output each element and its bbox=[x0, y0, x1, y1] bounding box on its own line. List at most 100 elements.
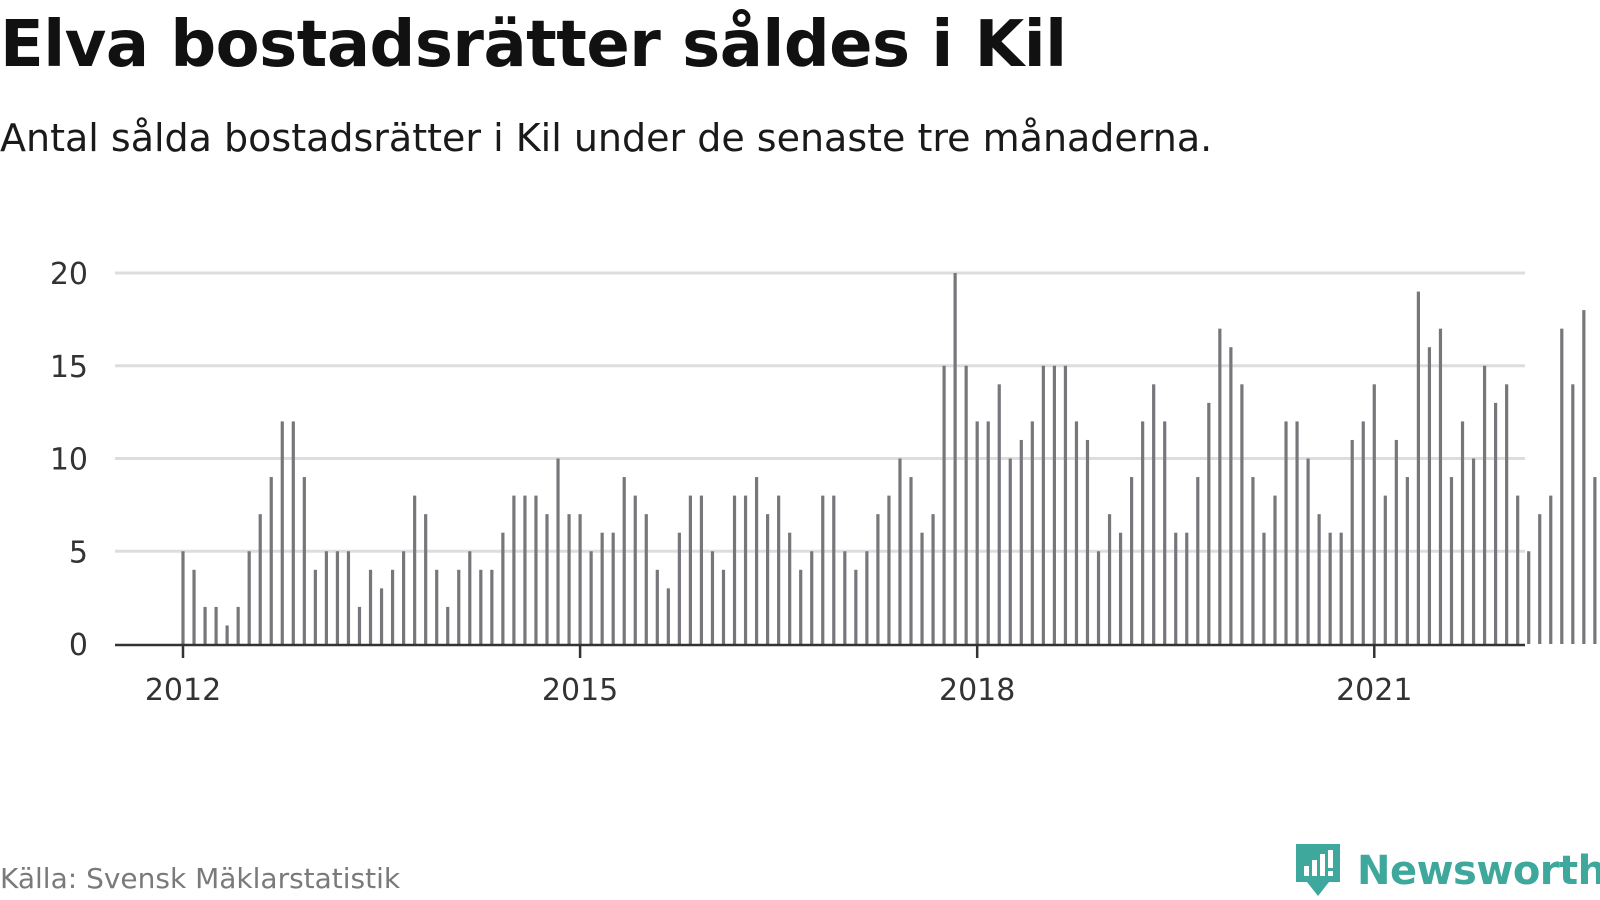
x-tick-label: 2015 bbox=[542, 673, 618, 708]
bar bbox=[1527, 551, 1531, 644]
bar bbox=[545, 514, 549, 644]
bar bbox=[788, 532, 792, 644]
bar bbox=[479, 569, 483, 644]
x-axis bbox=[115, 643, 1525, 658]
bar bbox=[821, 495, 825, 644]
bar bbox=[1107, 514, 1112, 644]
bar bbox=[368, 569, 373, 644]
bar bbox=[876, 514, 880, 644]
bar bbox=[1041, 365, 1045, 644]
chart-title: Elva bostadsrätter såldes i Kil bbox=[0, 8, 1067, 82]
bar bbox=[556, 458, 560, 644]
bar bbox=[1405, 477, 1409, 644]
bar bbox=[975, 421, 979, 644]
chart-subtitle: Antal sålda bostadsrätter i Kil under de… bbox=[0, 116, 1213, 160]
bar bbox=[1074, 421, 1079, 644]
bar bbox=[600, 532, 604, 644]
bar bbox=[1383, 495, 1387, 644]
bar bbox=[1582, 310, 1586, 644]
bar bbox=[357, 606, 362, 644]
bar bbox=[655, 569, 659, 644]
bar bbox=[1427, 347, 1432, 644]
bar bbox=[754, 477, 759, 644]
bar bbox=[721, 569, 726, 644]
bar bbox=[214, 606, 218, 644]
bar bbox=[192, 569, 196, 644]
y-tick-label: 0 bbox=[69, 628, 88, 663]
bar bbox=[677, 532, 681, 644]
bars bbox=[181, 273, 1597, 644]
bar bbox=[743, 495, 748, 644]
x-tick-label: 2018 bbox=[939, 673, 1015, 708]
bar bbox=[1130, 477, 1134, 644]
bar bbox=[666, 588, 670, 644]
bar bbox=[622, 477, 626, 644]
bar bbox=[1538, 514, 1542, 644]
bar bbox=[1019, 439, 1023, 644]
y-tick-label: 15 bbox=[50, 350, 88, 385]
bar bbox=[766, 514, 770, 644]
bar bbox=[1350, 439, 1354, 644]
bar bbox=[534, 495, 538, 644]
bar bbox=[1240, 384, 1244, 644]
bar bbox=[997, 384, 1001, 644]
y-tick-label: 5 bbox=[69, 535, 88, 570]
bar bbox=[964, 365, 968, 644]
bar bbox=[402, 551, 406, 644]
bar bbox=[699, 495, 704, 644]
bar bbox=[887, 495, 891, 644]
bar bbox=[1196, 477, 1200, 644]
bar bbox=[644, 514, 648, 644]
bar bbox=[446, 606, 450, 644]
bar bbox=[732, 495, 737, 644]
x-tick-label: 2021 bbox=[1336, 673, 1412, 708]
bar bbox=[1273, 495, 1277, 644]
bar bbox=[799, 569, 803, 644]
bar bbox=[1560, 328, 1564, 644]
bar bbox=[843, 551, 847, 644]
bar bbox=[777, 495, 781, 644]
bar bbox=[578, 514, 582, 644]
bar bbox=[181, 551, 185, 644]
bar bbox=[424, 514, 428, 644]
bar bbox=[611, 532, 615, 644]
bar bbox=[291, 421, 295, 644]
bar bbox=[1372, 384, 1376, 644]
bar bbox=[1284, 421, 1288, 644]
bar bbox=[920, 532, 924, 644]
bar bbox=[810, 551, 814, 644]
bar bbox=[236, 606, 240, 644]
bar bbox=[1085, 439, 1090, 644]
bar bbox=[1141, 421, 1145, 644]
bar bbox=[1152, 384, 1156, 644]
bar bbox=[1218, 328, 1222, 644]
bar bbox=[1571, 384, 1575, 644]
bar bbox=[1063, 365, 1068, 644]
bar bbox=[1174, 532, 1178, 644]
bar bbox=[832, 495, 836, 644]
bar bbox=[909, 477, 913, 644]
y-tick-label: 20 bbox=[50, 257, 88, 292]
bar bbox=[1438, 328, 1443, 644]
bar bbox=[435, 569, 439, 644]
bar bbox=[898, 458, 902, 644]
bar bbox=[1096, 551, 1101, 644]
bar bbox=[523, 495, 527, 644]
bar bbox=[1482, 365, 1487, 644]
bar bbox=[1593, 477, 1597, 644]
bar bbox=[490, 569, 494, 644]
bar bbox=[225, 625, 229, 644]
bar bbox=[1229, 347, 1233, 644]
bar bbox=[589, 551, 593, 644]
bar bbox=[512, 495, 516, 644]
newsworthy-logo-icon bbox=[1296, 844, 1340, 896]
bar bbox=[1185, 532, 1189, 644]
bar bbox=[1505, 384, 1509, 644]
bar bbox=[931, 514, 935, 644]
bar bbox=[1008, 458, 1012, 644]
bar bbox=[247, 551, 251, 644]
bar bbox=[501, 532, 505, 644]
bar bbox=[1361, 421, 1365, 644]
gridlines bbox=[115, 271, 1525, 553]
